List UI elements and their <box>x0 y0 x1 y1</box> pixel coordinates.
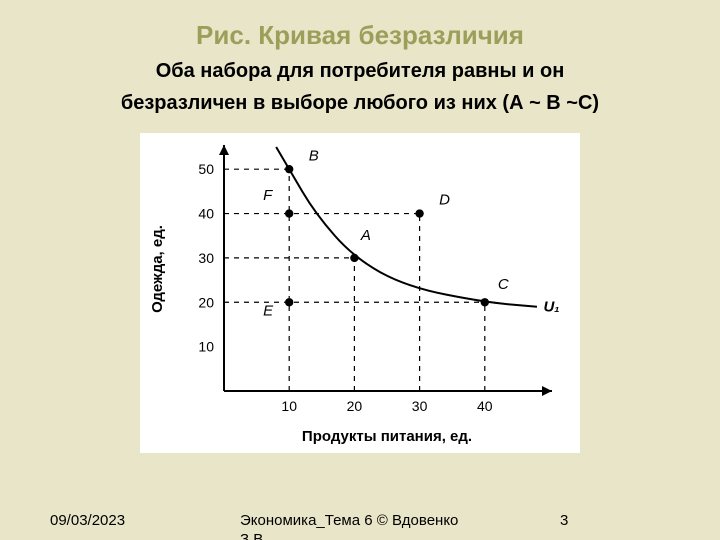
y-tick-label: 30 <box>198 250 214 266</box>
x-axis-arrow-icon <box>542 386 552 396</box>
point-label: A <box>360 227 371 244</box>
data-point <box>285 209 293 217</box>
footer-credit: Экономика_Тема 6 © Вдовенко З.В. <box>240 512 480 540</box>
chart-panel: 10 20 30 40 10 20 30 40 50 Продукты питания, ед. О… <box>140 133 580 453</box>
data-point <box>481 298 489 306</box>
subtitle-line2: безразличен в выборе любого из них (А ~ … <box>121 92 599 114</box>
x-tick-label: 30 <box>412 398 428 414</box>
data-point <box>415 209 423 217</box>
point-label: B <box>309 147 319 164</box>
x-tick-label: 10 <box>281 398 297 414</box>
x-tick-label: 20 <box>347 398 363 414</box>
data-point <box>285 298 293 306</box>
point-label: D <box>439 192 450 209</box>
y-tick-label: 40 <box>198 206 214 222</box>
indifference-curve-chart: 10 20 30 40 10 20 30 40 50 Продукты питания, ед. О… <box>140 133 580 453</box>
curve-label: U₁ <box>543 299 559 316</box>
footer-date: 09/03/2023 <box>50 512 125 529</box>
data-point <box>350 254 358 262</box>
slide-title: Рис. Кривая безразличия <box>0 0 720 51</box>
footer-page-number: 3 <box>560 512 568 529</box>
point-label: C <box>498 276 509 293</box>
y-tick-label: 20 <box>198 294 214 310</box>
y-axis-label: Одежда, ед. <box>149 225 166 313</box>
point-label: E <box>263 303 274 320</box>
x-axis-label: Продукты питания, ед. <box>302 428 472 445</box>
x-tick-label: 40 <box>477 398 493 414</box>
subtitle-line1: Оба набора для потребителя равны и он <box>156 60 565 82</box>
slide-subtitle: Оба набора для потребителя равны и он бе… <box>0 51 720 119</box>
data-point <box>285 165 293 173</box>
point-label: F <box>263 187 273 204</box>
y-tick-label: 10 <box>198 339 214 355</box>
y-tick-label: 50 <box>198 161 214 177</box>
y-axis-arrow-icon <box>219 145 229 155</box>
